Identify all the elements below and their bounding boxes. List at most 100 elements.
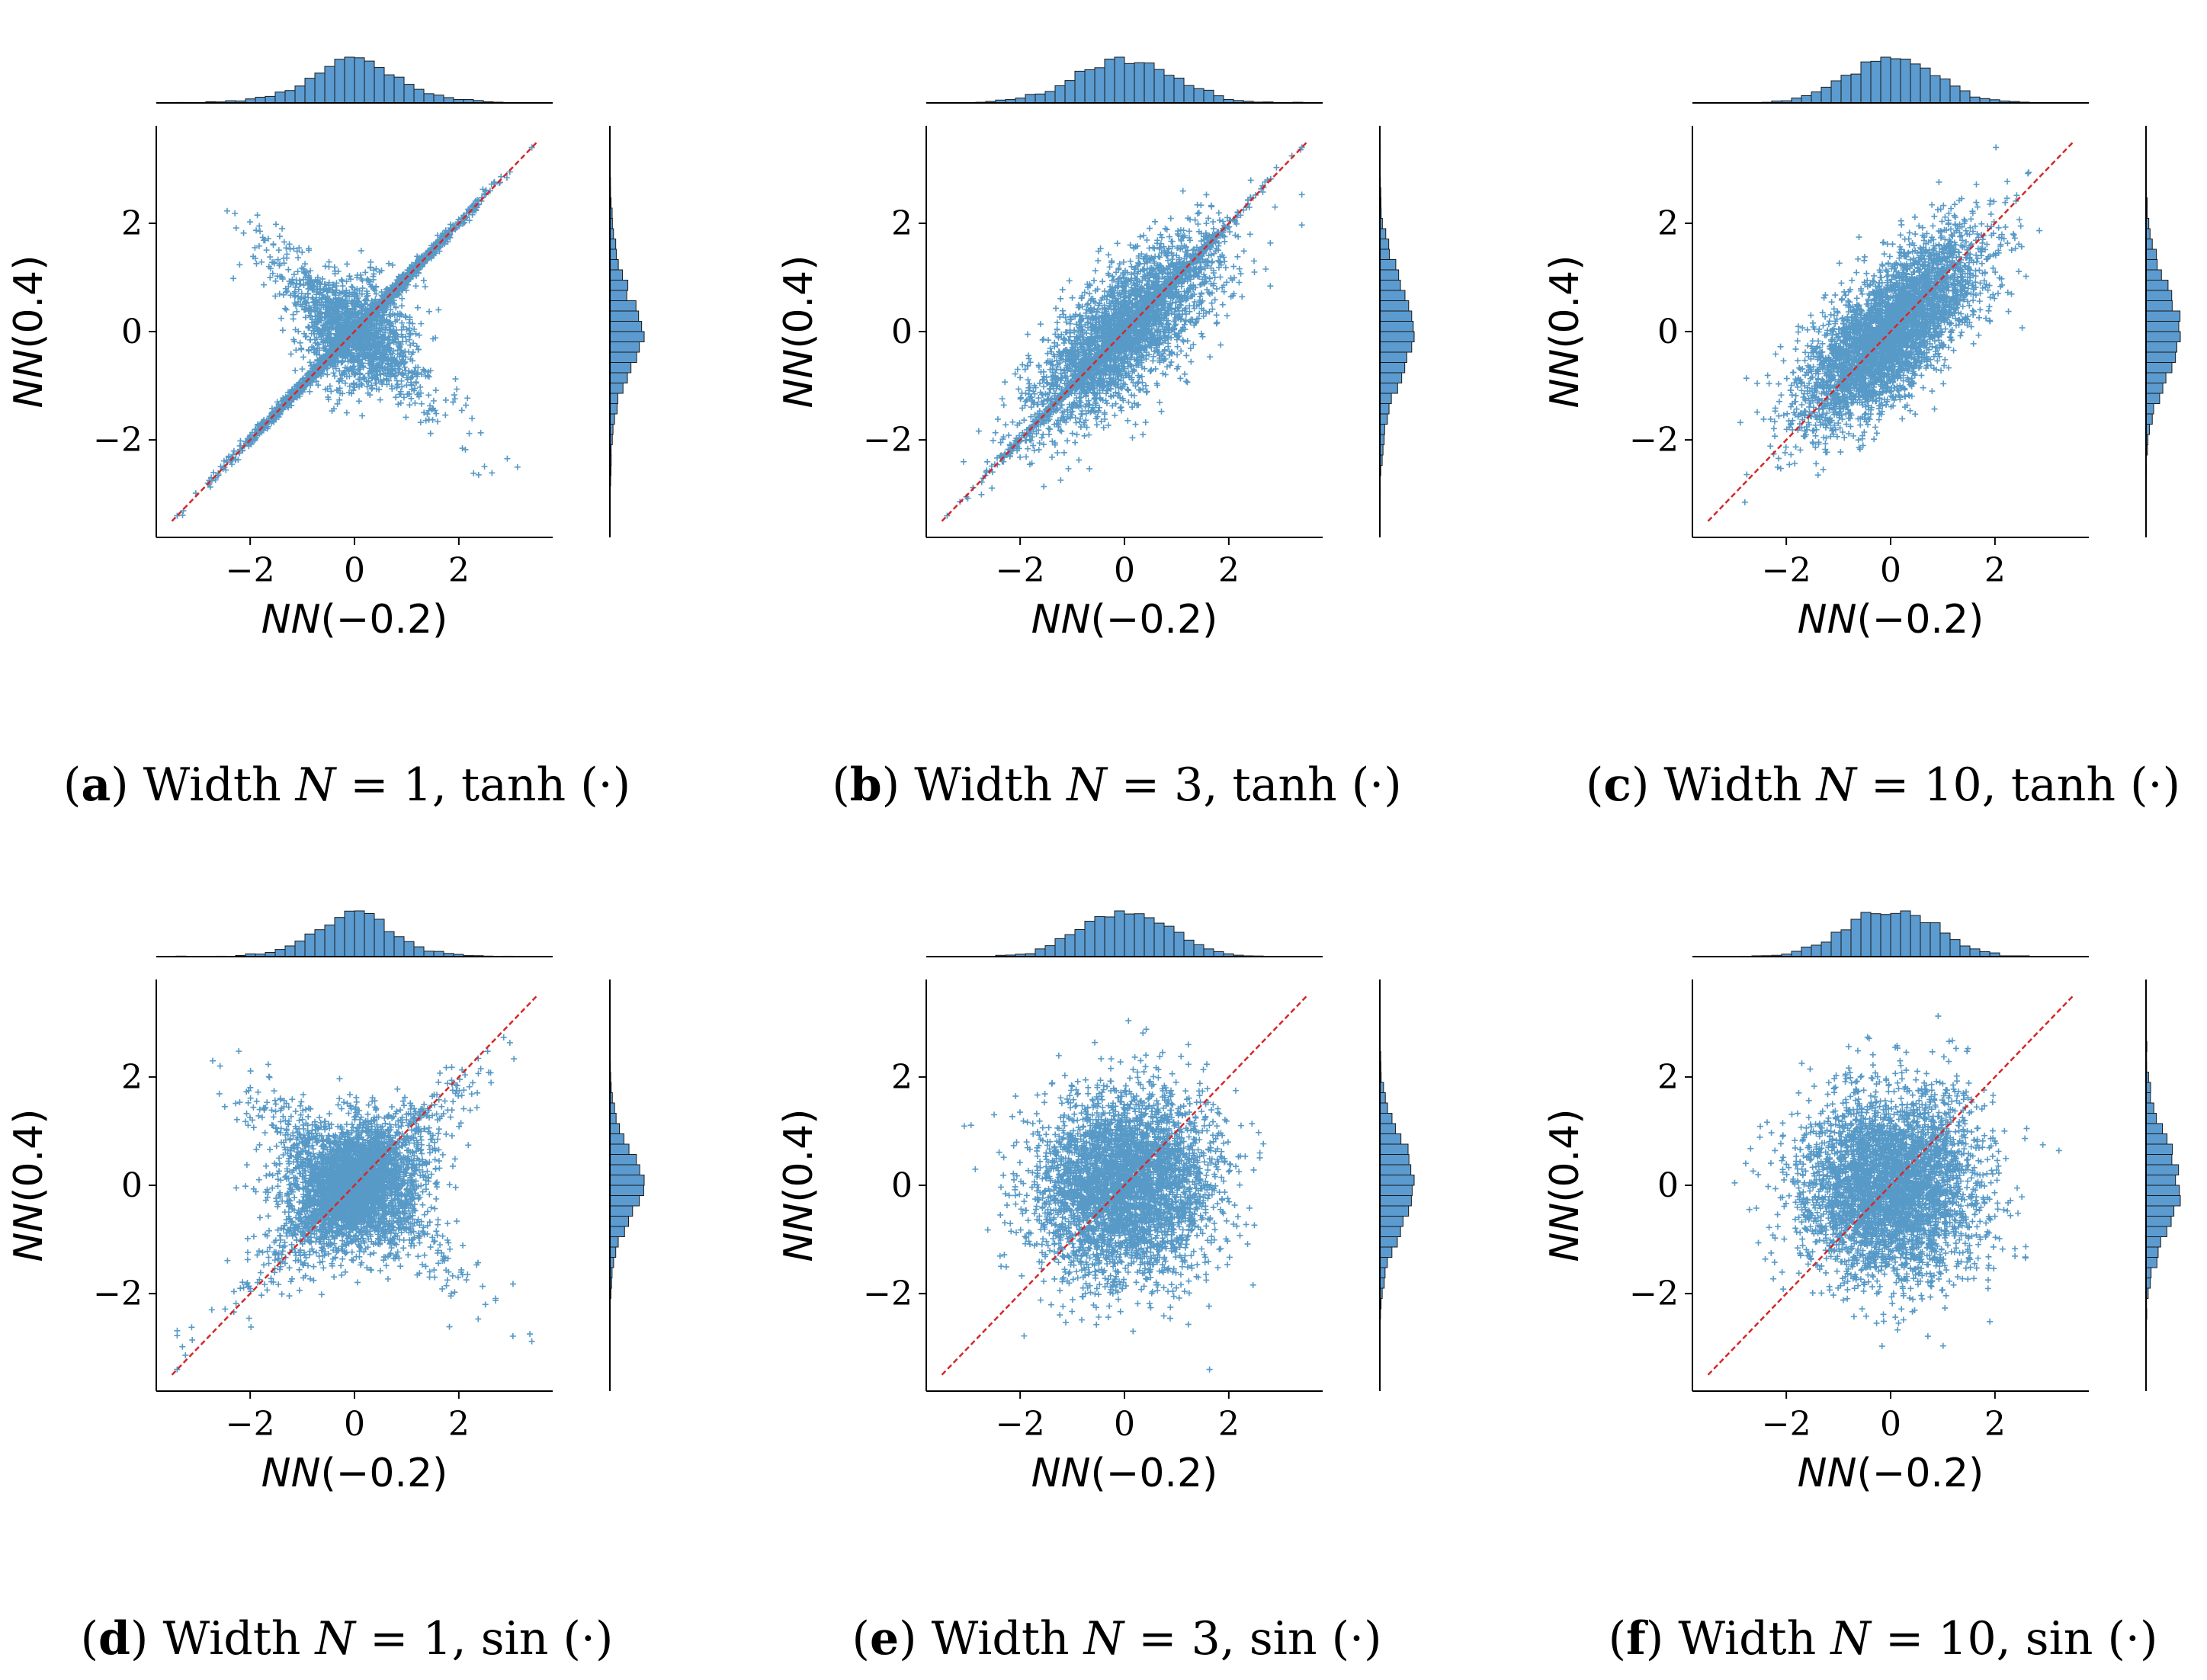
hist-bar [274, 91, 286, 104]
hist-bar [1035, 948, 1046, 957]
hist-bar [1173, 931, 1185, 957]
hist-bar [1379, 1216, 1403, 1227]
hist-bar [1949, 939, 1961, 957]
hist-bar [2145, 1246, 2159, 1258]
hist-bar [1379, 1164, 1412, 1175]
identity-line [941, 141, 1308, 522]
hist-bar [1379, 1257, 1388, 1268]
hist-bar [1900, 910, 1911, 957]
hist-bar [1900, 59, 1911, 104]
hist-bar [2145, 1226, 2167, 1237]
hist-bar [1830, 931, 1842, 957]
hist-bar [1379, 280, 1401, 291]
hist-bar [2145, 259, 2158, 271]
hist-bar [2145, 403, 2154, 415]
hist-bar [2145, 1216, 2172, 1227]
scatter-points [1731, 1013, 2062, 1350]
hist-bar [294, 941, 306, 957]
hist-bar [609, 403, 618, 415]
hist-bar [1379, 1154, 1410, 1165]
x-tick-label: −2 [996, 1405, 1045, 1444]
hist-bar [1939, 932, 1951, 957]
x-tick-label: −2 [1762, 551, 1811, 590]
hist-bar [294, 85, 306, 104]
hist-bar [1144, 63, 1155, 104]
hist-bar [609, 1205, 634, 1217]
hist-bar [364, 60, 375, 104]
x-tick-label: −2 [1762, 1405, 1811, 1444]
x-tick-label: −2 [996, 551, 1045, 590]
hist-bar [1379, 1113, 1393, 1124]
hist-bar [1850, 919, 1862, 957]
hist-bar [1959, 945, 1971, 957]
hist-bar [1860, 61, 1872, 104]
top-marginal-histogram [926, 910, 1323, 957]
top-marginal-histogram [1692, 910, 2089, 957]
hist-bar [1379, 1195, 1412, 1207]
hist-bar [609, 1133, 624, 1145]
hist-bar [304, 78, 316, 104]
hist-bar [1840, 75, 1852, 104]
y-tick-label: 0 [891, 313, 913, 351]
hist-bar [1074, 929, 1086, 957]
hist-bar [609, 239, 617, 250]
hist-bar [1084, 921, 1095, 957]
hist-bar [1193, 88, 1205, 104]
hist-bar [1890, 912, 1901, 957]
hist-bar [1379, 351, 1407, 363]
hist-bar [1860, 912, 1872, 957]
y-tick-label: 0 [891, 1166, 913, 1205]
scatter-points [944, 144, 1305, 519]
hist-bar [1084, 69, 1095, 104]
hist-bar [284, 90, 296, 104]
hist-bar [403, 941, 415, 957]
hist-bar [1939, 79, 1951, 104]
hist-bar [1969, 96, 1981, 104]
hist-bar [2145, 372, 2167, 383]
y-tick-label: 2 [121, 1058, 143, 1097]
hist-bar [2145, 280, 2169, 291]
identity-line [171, 995, 538, 1376]
y-axis-label: NN(0.4) [776, 255, 822, 408]
hist-bar [1820, 86, 1832, 104]
y-tick-label: −2 [93, 1274, 143, 1313]
hist-bar [433, 951, 444, 957]
hist-bar [1379, 248, 1390, 260]
hist-bar [2145, 383, 2164, 394]
hist-bar [609, 290, 627, 301]
hist-bar [1379, 1092, 1386, 1104]
scatter-marks [174, 144, 535, 519]
subplot-caption: (c) Width N = 10, tanh (·) [1586, 758, 2180, 812]
x-tick-label: 2 [448, 1405, 470, 1444]
hist-bar [2145, 239, 2153, 250]
hist-bar [2145, 362, 2173, 374]
hist-bar [1379, 1185, 1413, 1196]
hist-bar [1379, 259, 1397, 271]
y-axis-label: NN(0.4) [6, 255, 52, 408]
hist-bar [1094, 67, 1105, 104]
hist-bar [2145, 331, 2181, 342]
hist-bar [255, 97, 266, 104]
hist-bar [2145, 393, 2160, 404]
hist-bar [609, 362, 632, 374]
hist-bar [433, 95, 444, 104]
hist-bar [284, 945, 296, 957]
x-tick-label: 0 [344, 551, 365, 590]
identity-line [1707, 995, 2074, 1376]
hist-bar [2145, 1113, 2157, 1124]
hist-bar [1203, 89, 1214, 104]
hist-bar [1910, 915, 1921, 957]
hist-bar [403, 84, 415, 104]
hist-bar [1379, 413, 1388, 425]
scatter-marks [1737, 144, 2043, 505]
y-tick-label: −2 [93, 421, 143, 460]
hist-bar [2145, 1195, 2181, 1207]
hist-bar [1379, 1246, 1393, 1258]
hist-bar [1379, 1133, 1402, 1145]
hist-bar [609, 1195, 640, 1207]
scatter-marks [174, 1034, 535, 1373]
hist-bar [609, 1154, 637, 1165]
x-axis-label: NN(−0.2) [1798, 597, 1984, 643]
right-marginal-histogram [2145, 126, 2181, 537]
